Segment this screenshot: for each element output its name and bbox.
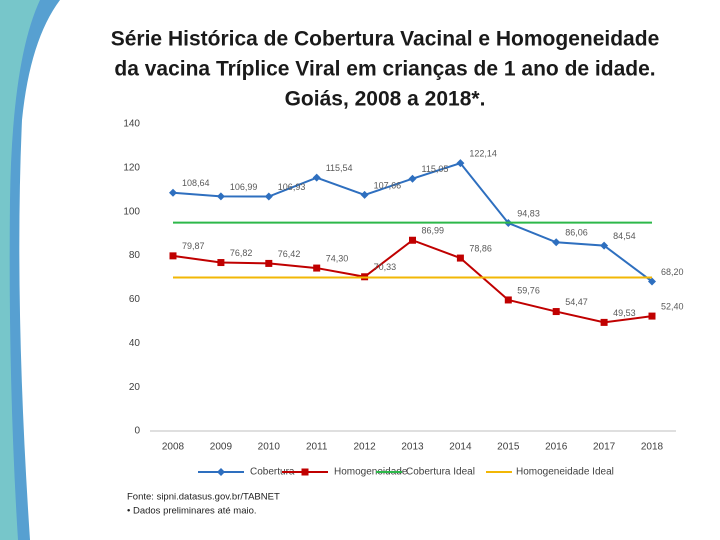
footnote: Fonte: sipni.datasus.gov.br/TABNET — [127, 492, 280, 503]
y-tick-label: 100 — [123, 206, 140, 217]
title-line: Goiás, 2008 a 2018*. — [285, 88, 486, 111]
point — [409, 236, 416, 244]
legend-label: Cobertura — [250, 467, 295, 478]
data-label: 68,20 — [661, 267, 684, 277]
point — [264, 192, 273, 201]
y-tick-label: 20 — [129, 382, 141, 393]
footnote: • Dados preliminares até maio. — [127, 506, 257, 517]
point — [600, 318, 608, 326]
data-label: 79,87 — [182, 241, 205, 251]
data-label: 115,05 — [422, 164, 449, 174]
x-tick-label: 2011 — [306, 442, 328, 453]
point — [169, 252, 177, 260]
x-tick-label: 2018 — [641, 442, 664, 453]
data-label: 52,40 — [661, 301, 684, 311]
title-line: Série Histórica de Cobertura Vacinal e H… — [111, 28, 660, 51]
point — [552, 308, 560, 316]
data-label: 86,99 — [422, 226, 445, 236]
x-tick-label: 2009 — [210, 442, 233, 453]
legend-marker — [301, 468, 309, 476]
data-label: 84,54 — [613, 231, 636, 241]
data-label: 108,64 — [182, 178, 210, 188]
point — [217, 259, 225, 267]
point — [408, 174, 417, 183]
point — [600, 241, 609, 250]
data-label: 70,33 — [374, 262, 397, 272]
x-tick-label: 2008 — [162, 442, 185, 453]
x-tick-label: 2014 — [449, 442, 472, 453]
point — [265, 259, 273, 267]
point — [456, 254, 464, 262]
data-label: 78,86 — [469, 243, 492, 253]
y-tick-label: 0 — [134, 426, 140, 437]
data-label: 76,82 — [230, 248, 253, 258]
legend-label: Homogeneidade Ideal — [516, 467, 614, 478]
data-label: 106,99 — [230, 182, 258, 192]
y-tick-label: 40 — [129, 338, 141, 349]
data-label: 107,66 — [374, 180, 402, 190]
x-tick-label: 2013 — [401, 442, 424, 453]
y-tick-label: 120 — [123, 162, 140, 173]
point — [312, 173, 321, 182]
point — [648, 277, 656, 286]
x-tick-label: 2015 — [497, 442, 520, 453]
data-label: 59,76 — [517, 285, 540, 295]
legend-label: Cobertura Ideal — [406, 467, 475, 478]
legend-label: Homogeneidade — [334, 467, 408, 478]
y-tick-label: 80 — [129, 250, 141, 261]
data-label: 106,93 — [278, 182, 306, 192]
data-label: 115,54 — [326, 163, 353, 173]
point — [504, 296, 512, 304]
x-tick-label: 2010 — [258, 442, 281, 453]
point — [169, 188, 177, 197]
y-tick-label: 60 — [129, 294, 141, 305]
data-label: 76,42 — [278, 249, 301, 259]
decoration — [0, 0, 60, 540]
x-tick-label: 2017 — [593, 442, 616, 453]
title-line: da vacina Tríplice Viral em crianças de … — [114, 58, 655, 81]
data-label: 54,47 — [565, 297, 588, 307]
point — [216, 192, 225, 201]
point — [648, 312, 656, 320]
point — [313, 264, 321, 272]
point — [360, 190, 369, 199]
data-label: 86,06 — [565, 228, 588, 238]
decoration — [0, 0, 40, 540]
legend-marker — [217, 468, 225, 476]
point — [552, 238, 561, 247]
y-tick-label: 140 — [123, 119, 140, 130]
data-label: 94,83 — [517, 208, 540, 218]
x-tick-label: 2016 — [545, 442, 568, 453]
x-tick-label: 2012 — [353, 442, 376, 453]
data-label: 74,30 — [326, 253, 349, 263]
data-label: 49,53 — [613, 308, 636, 318]
data-label: 122,14 — [469, 149, 497, 159]
point — [456, 159, 465, 168]
